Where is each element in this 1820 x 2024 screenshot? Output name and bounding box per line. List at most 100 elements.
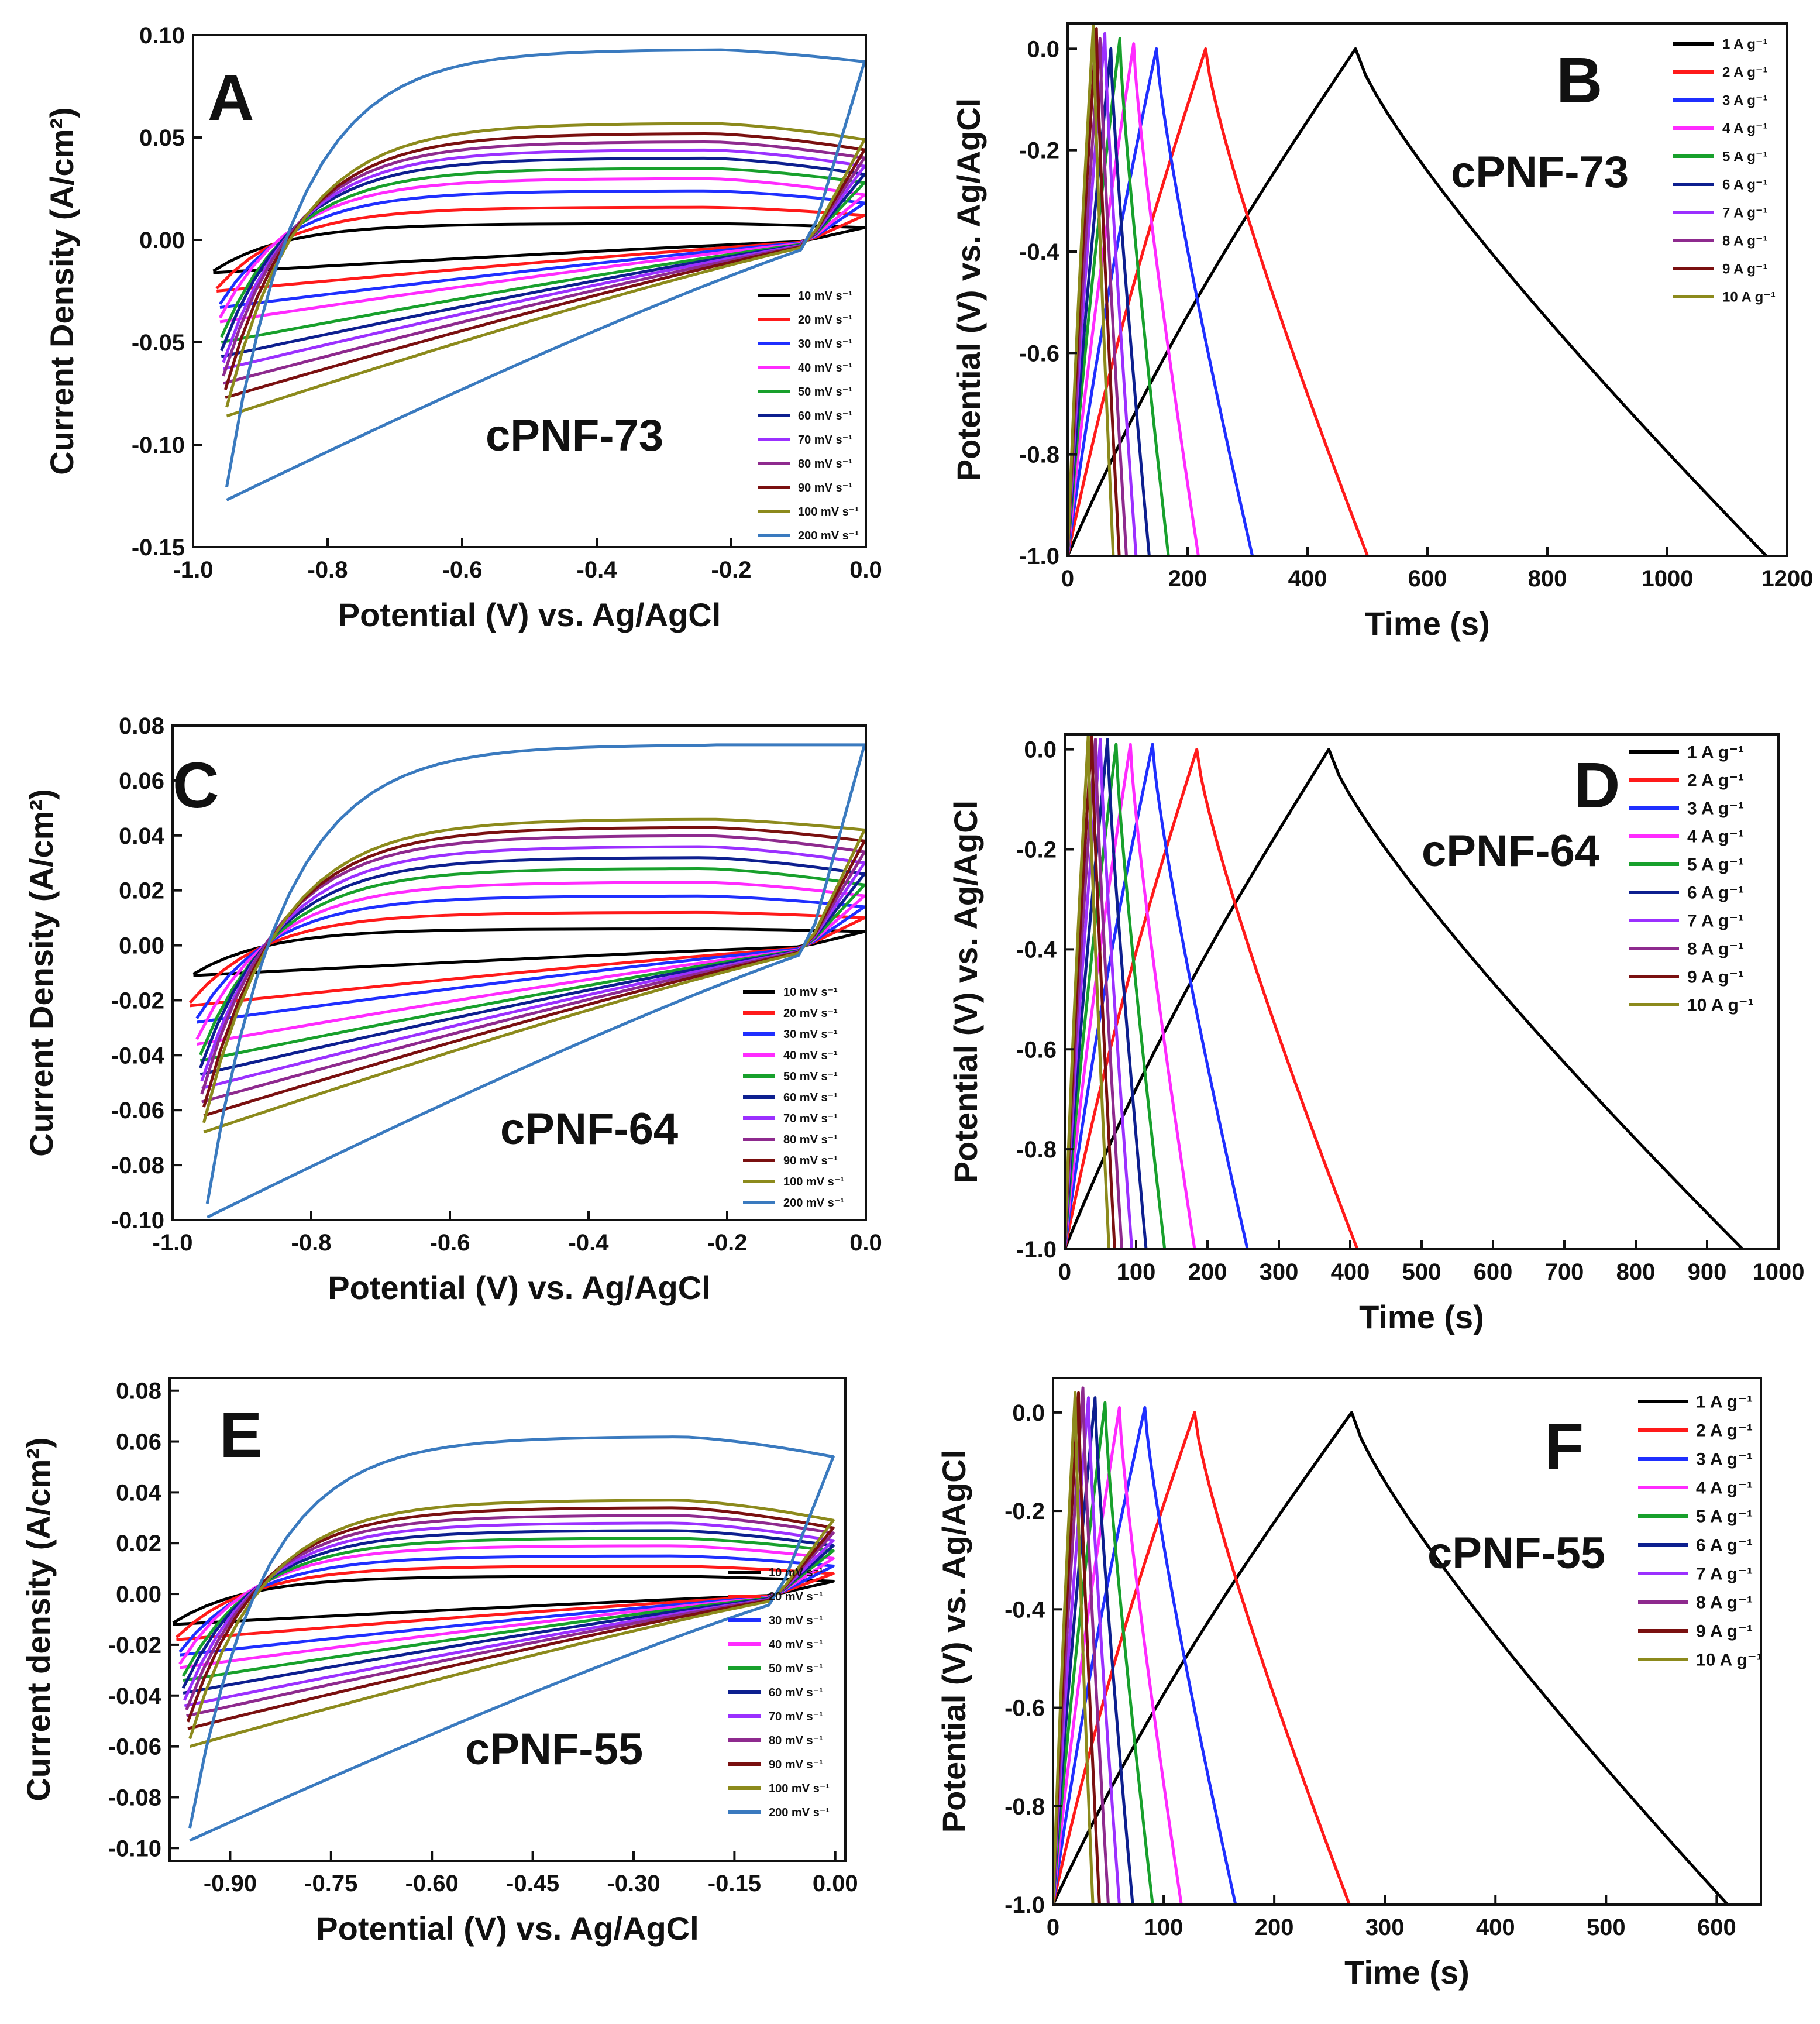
x-axis-title: Time (s): [1359, 1298, 1484, 1335]
y-tick-label: 0.06: [116, 1429, 161, 1455]
series-line-0: [212, 222, 866, 274]
y-tick-label: -0.10: [108, 1836, 161, 1861]
plot-frame: [1066, 22, 1788, 557]
y-tick-label: -0.2: [1019, 138, 1059, 164]
x-tick-label: 600: [1474, 1259, 1513, 1285]
series-line-7: [200, 834, 866, 1104]
series-line-2: [1068, 47, 1254, 556]
x-tick-label: -0.15: [708, 1871, 761, 1896]
plot-frame: [171, 724, 867, 1221]
series-line-0: [172, 1575, 835, 1626]
legend-label: 70 mV s⁻¹: [783, 1112, 838, 1125]
x-tick-label: -0.4: [577, 557, 618, 583]
series-line-4: [220, 167, 866, 344]
series-line-5: [1065, 738, 1148, 1249]
legend-label: 4 A g⁻¹: [1722, 121, 1768, 136]
y-tick-label: -0.08: [108, 1785, 161, 1810]
series-line-4: [199, 867, 866, 1063]
panel-B: 0 200 400 600 800 1000 1200 -1.0 -0.8 -0.6 -0.4 -0.…: [950, 22, 1813, 642]
x-tick-label: -0.2: [711, 557, 752, 583]
series-group: [188, 743, 866, 1219]
series-line-9: [225, 122, 866, 418]
x-axis-title: Potential (V) vs. Ag/AgCl: [316, 1910, 699, 1947]
legend-label: 40 mV s⁻¹: [769, 1638, 823, 1651]
legend-label: 50 mV s⁻¹: [798, 386, 852, 398]
legend-label: 70 mV s⁻¹: [769, 1710, 823, 1723]
x-tick-label: -0.90: [204, 1871, 257, 1896]
y-tick-label: -0.2: [1016, 837, 1057, 863]
series-line-10: [205, 743, 866, 1219]
x-tick-label: 200: [1188, 1259, 1227, 1285]
sample-label: cPNF-64: [500, 1104, 678, 1154]
series-line-10: [188, 1435, 835, 1842]
series-line-5: [181, 1529, 835, 1695]
series-line-6: [200, 845, 866, 1090]
legend-label: 80 mV s⁻¹: [798, 458, 852, 470]
y-tick-label: -1.0: [1016, 1237, 1057, 1263]
legend-label: 100 mV s⁻¹: [798, 506, 859, 518]
y-axis-title: Potential (V) vs. Ag/AgCl: [950, 98, 987, 481]
series-line-6: [1068, 32, 1138, 556]
series-line-9: [188, 1499, 835, 1748]
legend-label: 6 A g⁻¹: [1687, 884, 1744, 903]
legend-label: 10 A g⁻¹: [1722, 289, 1776, 305]
panel-A: -1.0 -0.8 -0.6 -0.4 -0.2 0.0 -0.15 -0.10 -0.05 0.…: [43, 23, 882, 633]
legend-label: 100 mV s⁻¹: [783, 1176, 844, 1188]
legend-label: 100 mV s⁻¹: [769, 1782, 830, 1795]
legend-label: 10 A g⁻¹: [1687, 996, 1754, 1015]
series-line-5: [199, 856, 866, 1076]
y-tick-label: -0.02: [111, 988, 164, 1013]
x-axis-title: Potential (V) vs. Ag/AgCl: [328, 1269, 710, 1306]
x-tick-label: 1000: [1753, 1259, 1805, 1285]
panel-letter: C: [173, 750, 219, 822]
legend-label: 60 mV s⁻¹: [783, 1091, 838, 1104]
y-tick-label: -0.10: [111, 1208, 164, 1233]
series-line-3: [1068, 42, 1200, 556]
x-tick-label: 500: [1587, 1915, 1626, 1940]
plot-frame: [1064, 733, 1780, 1250]
y-tick-label: 0.05: [139, 125, 185, 151]
legend: 1 A g⁻¹ 2 A g⁻¹ 3 A g⁻¹ 4 A g⁻¹ 5 A g⁻¹ 6 A g…: [1673, 36, 1776, 305]
series-line-0: [192, 927, 866, 977]
x-tick-label: 800: [1616, 1259, 1656, 1285]
x-tick-label: 900: [1688, 1259, 1727, 1285]
x-tick-label: 1000: [1642, 566, 1694, 592]
legend-label: 7 A g⁻¹: [1687, 912, 1744, 931]
series-line-2: [1065, 743, 1249, 1249]
y-tick-label: -0.04: [111, 1043, 165, 1068]
y-axis-title: Potential (V) vs. Ag/AgCl: [947, 800, 984, 1183]
legend-label: 6 A g⁻¹: [1722, 177, 1768, 193]
x-tick-label: 300: [1260, 1259, 1299, 1285]
x-tick-label: -1.0: [153, 1230, 193, 1256]
plot-frame: [1052, 1377, 1762, 1906]
legend-label: 60 mV s⁻¹: [769, 1686, 823, 1699]
x-tick-label: -0.2: [707, 1230, 748, 1256]
y-tick-label: -1.0: [1019, 544, 1059, 569]
legend-label: 30 mV s⁻¹: [769, 1614, 823, 1627]
x-tick-label: 0.0: [849, 1230, 882, 1256]
y-axis-title: Current Density (A/cm²): [43, 107, 80, 475]
y-tick-label: -0.04: [108, 1683, 162, 1709]
y-tick-label: -1.0: [1004, 1892, 1045, 1918]
series-line-6: [1065, 738, 1134, 1249]
series-line-3: [195, 881, 866, 1046]
legend-label: 50 mV s⁻¹: [769, 1662, 823, 1675]
y-tick-label: -0.4: [1019, 239, 1060, 265]
series-line-4: [181, 1537, 835, 1682]
legend: 10 mV s⁻¹ 20 mV s⁻¹ 30 mV s⁻¹ 40 mV s⁻¹ 50 m…: [728, 1566, 830, 1819]
legend: 1 A g⁻¹ 2 A g⁻¹ 3 A g⁻¹ 4 A g⁻¹ 5 A g⁻¹ 6 A g…: [1638, 1393, 1763, 1670]
legend-label: 2 A g⁻¹: [1687, 771, 1744, 791]
x-tick-label: 600: [1408, 566, 1447, 592]
legend-label: 20 mV s⁻¹: [769, 1590, 823, 1603]
series-line-6: [183, 1521, 835, 1707]
legend-label: 4 A g⁻¹: [1687, 827, 1744, 847]
x-tick-label: 600: [1697, 1915, 1736, 1940]
x-tick-label: -0.60: [405, 1871, 459, 1896]
x-tick-label: 0: [1058, 1259, 1071, 1285]
y-tick-label: 0.0: [1027, 36, 1059, 62]
legend-label: 10 mV s⁻¹: [783, 986, 838, 999]
series-line-1: [1065, 748, 1359, 1249]
y-axis-title: Current density (A/cm²): [20, 1437, 57, 1801]
legend-label: 8 A g⁻¹: [1722, 233, 1768, 249]
